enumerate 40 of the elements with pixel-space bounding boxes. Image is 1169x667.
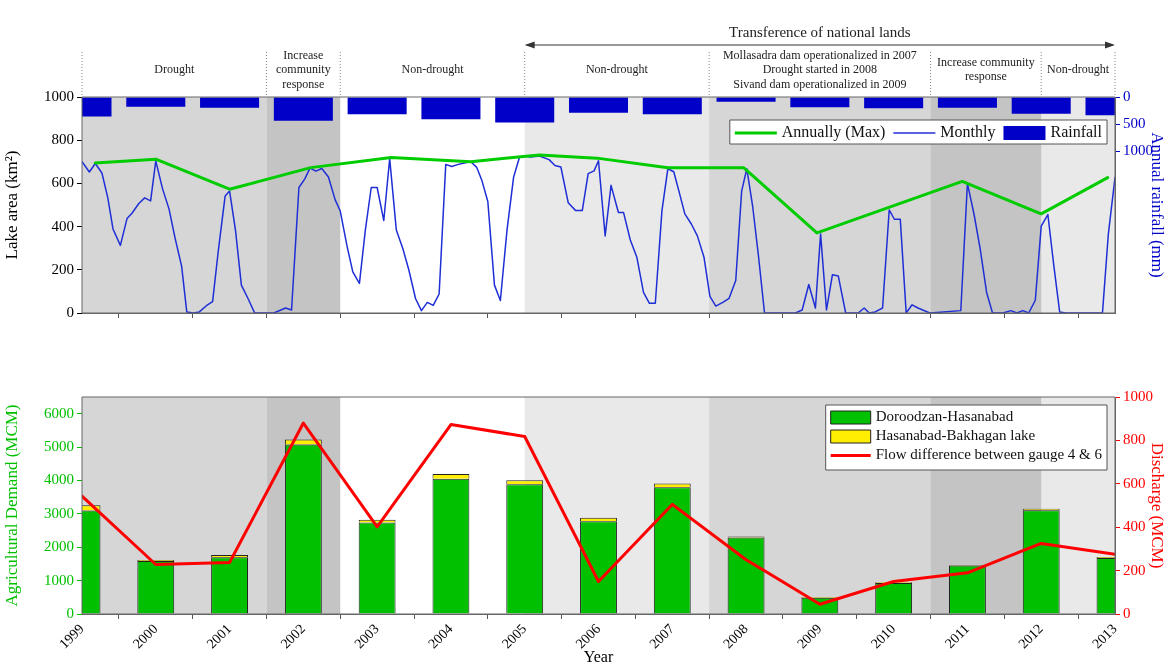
y2-tick-label: 0 [1123, 604, 1131, 621]
band-label: Mollasadra dam operationalized in 2007 Drought started in 2008 Sivand dam operationalized in 2009 [722, 47, 917, 91]
legend-label: Doroodzan-Hasanabad [875, 408, 1014, 425]
band-label: Drought [154, 62, 195, 77]
y-tick-label: 2000 [44, 538, 74, 555]
y-tick-label: 800 [51, 131, 74, 148]
legend-label: Rainfall [1050, 123, 1103, 141]
legend-label: Annually (Max) [781, 123, 886, 142]
y-tick-label: 4000 [44, 471, 74, 488]
y2-tick-label: 0 [1123, 87, 1131, 104]
band-label: Increase community response [276, 47, 331, 91]
x-axis-title: Year [583, 647, 614, 665]
y-tick-label: 1000 [44, 87, 74, 104]
y-tick-label: 600 [51, 174, 74, 191]
text: Non-drought [585, 62, 649, 77]
legend-label: Flow difference between gauge 4 & 6 [875, 446, 1103, 463]
legend-label: Monthly [940, 123, 996, 142]
y2-tick-label: 1000 [1123, 387, 1153, 404]
y2-tick-label: 500 [1123, 114, 1146, 131]
y2-axis-title: Discharge (MCM) [1148, 442, 1168, 569]
y2-tick-label: 800 [1123, 431, 1146, 448]
band-label: Increase community response [937, 54, 1035, 84]
y-tick-label: 400 [51, 217, 74, 234]
y-tick-label: 6000 [44, 404, 74, 421]
y2-tick-label: 400 [1123, 518, 1146, 535]
text: Transference of national lands [729, 23, 911, 40]
y-tick-label: 1000 [44, 571, 74, 588]
text: Non-drought [1047, 62, 1110, 77]
y2-tick-label: 1000 [1123, 141, 1153, 158]
y-tick-label: 3000 [44, 504, 74, 521]
y-axis-title: Agricultural Demand (MCM) [1, 404, 21, 607]
text: Non-drought [401, 62, 465, 77]
legend-label: Hasanabad-Bakhagan lake [875, 427, 1036, 444]
y2-tick-label: 200 [1123, 561, 1146, 578]
y2-tick-label: 600 [1123, 474, 1146, 491]
y-tick-label: 0 [66, 604, 74, 621]
y-tick-label: 5000 [44, 438, 74, 455]
y-tick-label: 200 [51, 260, 74, 277]
y-axis-title: Lake area (km²) [1, 150, 21, 260]
y-tick-label: 0 [66, 303, 74, 320]
